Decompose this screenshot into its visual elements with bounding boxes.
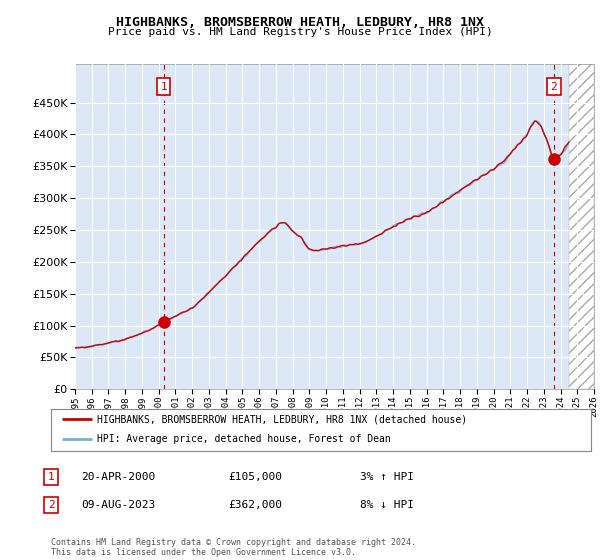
Text: 1: 1	[160, 82, 167, 92]
Bar	[569, 64, 594, 389]
Text: HIGHBANKS, BROMSBERROW HEATH, LEDBURY, HR8 1NX: HIGHBANKS, BROMSBERROW HEATH, LEDBURY, H…	[116, 16, 484, 29]
Text: 3% ↑ HPI: 3% ↑ HPI	[360, 472, 414, 482]
Text: 1: 1	[47, 472, 55, 482]
Text: £362,000: £362,000	[228, 500, 282, 510]
Text: 2: 2	[47, 500, 55, 510]
Text: 09-AUG-2023: 09-AUG-2023	[81, 500, 155, 510]
Text: 2: 2	[550, 82, 557, 92]
Text: £105,000: £105,000	[228, 472, 282, 482]
Text: 20-APR-2000: 20-APR-2000	[81, 472, 155, 482]
Text: HPI: Average price, detached house, Forest of Dean: HPI: Average price, detached house, Fore…	[97, 434, 391, 444]
Text: Price paid vs. HM Land Registry's House Price Index (HPI): Price paid vs. HM Land Registry's House …	[107, 27, 493, 38]
Bar	[569, 64, 594, 389]
Text: 8% ↓ HPI: 8% ↓ HPI	[360, 500, 414, 510]
Text: HIGHBANKS, BROMSBERROW HEATH, LEDBURY, HR8 1NX (detached house): HIGHBANKS, BROMSBERROW HEATH, LEDBURY, H…	[97, 414, 467, 424]
Text: Contains HM Land Registry data © Crown copyright and database right 2024.
This d: Contains HM Land Registry data © Crown c…	[51, 538, 416, 557]
